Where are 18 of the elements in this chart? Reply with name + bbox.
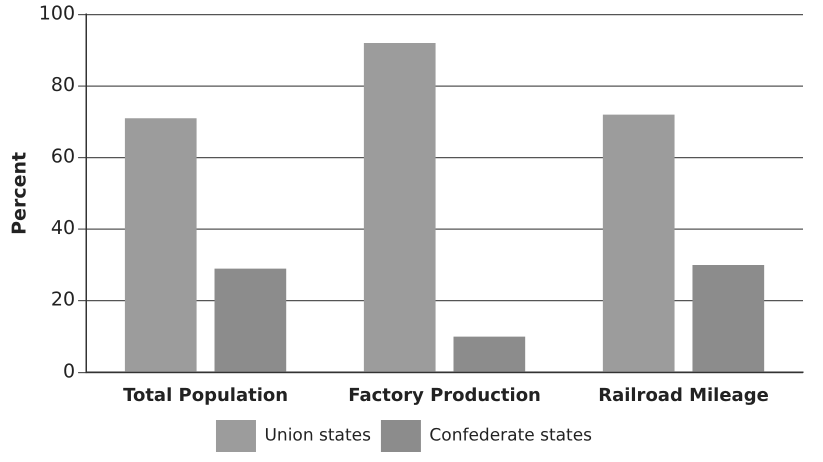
y-axis-title: Percent bbox=[8, 152, 30, 235]
bar bbox=[364, 43, 436, 372]
bar bbox=[602, 114, 675, 372]
x-tick-label: Total Population bbox=[123, 384, 288, 406]
legend-label: Confederate states bbox=[429, 425, 592, 446]
bar bbox=[453, 336, 526, 372]
bar bbox=[692, 265, 764, 372]
y-tick-label: 80 bbox=[50, 74, 76, 96]
legend-label: Union states bbox=[264, 425, 372, 446]
y-tick-label: 20 bbox=[50, 288, 76, 311]
y-tick-label: 100 bbox=[38, 2, 76, 24]
bar bbox=[214, 268, 286, 372]
y-tick-label: 0 bbox=[62, 360, 76, 382]
x-tick-label: Railroad Mileage bbox=[598, 384, 769, 406]
bar bbox=[124, 118, 197, 372]
x-tick-label: Factory Production bbox=[348, 384, 541, 406]
y-tick-label: 60 bbox=[50, 146, 76, 168]
y-tick-label: 40 bbox=[50, 217, 76, 240]
